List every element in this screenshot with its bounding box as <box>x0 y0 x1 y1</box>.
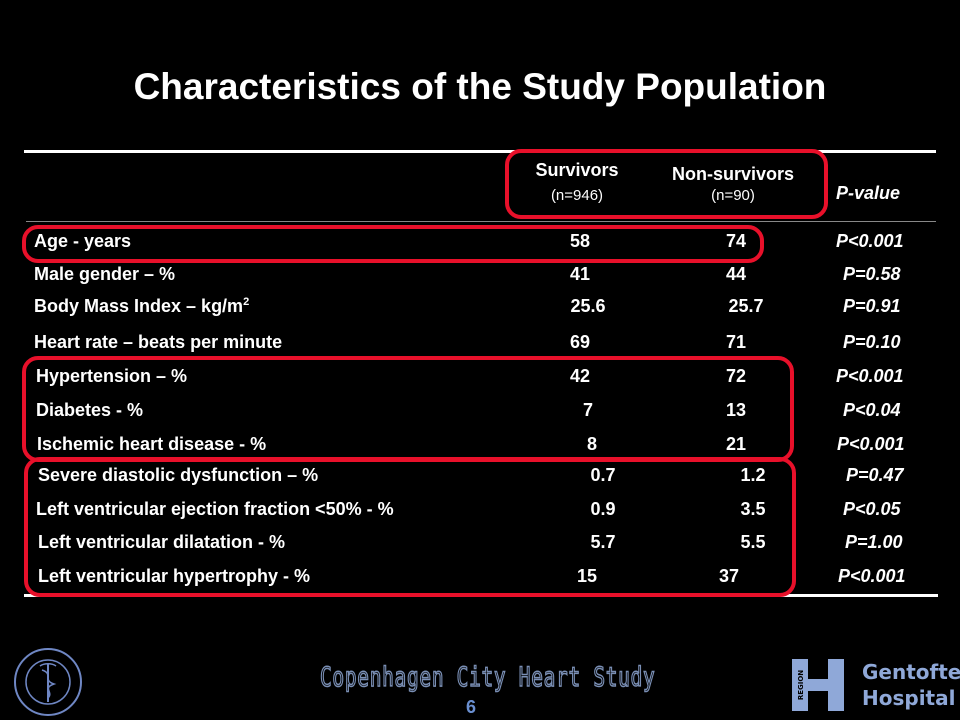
row-label-text: Left ventricular hypertrophy - % <box>38 566 311 586</box>
p-value: P<0.001 <box>837 434 905 454</box>
table-header-rule <box>26 221 936 222</box>
table-row: Male gender – % 41 44 P=0.58 <box>0 264 960 288</box>
row-label-text: Heart rate – beats per minute <box>34 332 283 352</box>
row-label-text: Age - years <box>34 231 132 251</box>
table-row: Left ventricular ejection fraction <50% … <box>0 499 960 523</box>
survivors-value: 69 <box>569 332 591 352</box>
nonsurvivors-header: Non-survivors <box>671 164 795 184</box>
survivors-value: 41 <box>569 264 591 284</box>
p-value: P<0.001 <box>836 231 904 251</box>
row-label-text: Ischemic heart disease - % <box>37 434 267 454</box>
table-row: Left ventricular dilatation - % 5.7 5.5 P=1… <box>0 532 960 556</box>
row-label: Body Mass Index – kg/m2 <box>34 296 249 317</box>
row-label-text: Left ventricular ejection fraction <50% … <box>36 499 394 519</box>
nonsurvivors-n: (n=90) <box>711 187 755 204</box>
p-value: P=0.10 <box>843 332 901 352</box>
logo-gentofte: Gentofte <box>862 660 960 684</box>
study-name: Copenhagen City Heart Study <box>319 661 656 694</box>
table-row: Ischemic heart disease - % 8 21 P<0.001 <box>0 434 960 458</box>
survivors-header: Survivors <box>535 160 619 180</box>
survivors-n: (n=946) <box>550 187 604 204</box>
table-row: Age - years 58 74 P<0.001 <box>0 231 960 255</box>
row-label: Severe diastolic dysfunction – % <box>38 465 318 486</box>
p-value: P=0.91 <box>843 296 901 316</box>
row-label-text: Hypertension – % <box>36 366 188 386</box>
table-row: Hypertension – % 42 72 P<0.001 <box>0 366 960 390</box>
row-label: Diabetes - % <box>36 400 143 421</box>
p-value: P=0.47 <box>846 465 904 485</box>
highlight-box-age <box>22 225 764 263</box>
survivors-value: 25.6 <box>570 296 606 316</box>
nonsurvivors-value: 72 <box>725 366 747 386</box>
p-value: P=0.58 <box>843 264 901 284</box>
row-label-text: Male gender – % <box>34 264 176 284</box>
nonsurvivors-value: 37 <box>718 566 740 586</box>
nonsurvivors-value: 74 <box>725 231 747 251</box>
faculty-seal-icon <box>14 648 82 716</box>
row-label: Left ventricular hypertrophy - % <box>38 566 310 587</box>
nonsurvivors-value: 3.5 <box>740 499 766 519</box>
nonsurvivors-value: 44 <box>725 264 747 284</box>
highlight-box-headers <box>505 149 828 219</box>
survivors-value: 5.7 <box>590 532 616 552</box>
survivors-value: 0.7 <box>590 465 616 485</box>
row-label: Heart rate – beats per minute <box>34 332 282 353</box>
survivors-value: 15 <box>576 566 598 586</box>
nonsurvivors-value: 5.5 <box>740 532 766 552</box>
nonsurvivors-value: 71 <box>725 332 747 352</box>
table-row: Heart rate – beats per minute 69 71 P=0.10 <box>0 332 960 356</box>
nonsurvivors-value: 25.7 <box>728 296 764 316</box>
row-label-text: Diabetes - % <box>36 400 144 420</box>
row-label: Ischemic heart disease - % <box>37 434 266 455</box>
row-label: Age - years <box>34 231 131 252</box>
row-label-superscript: 2 <box>243 296 250 308</box>
p-value: P<0.05 <box>843 499 901 519</box>
survivors-value: 58 <box>569 231 591 251</box>
table-top-rule <box>24 150 936 153</box>
p-value: P<0.04 <box>843 400 901 420</box>
p-value: P=1.00 <box>845 532 903 552</box>
row-label: Left ventricular dilatation - % <box>38 532 285 553</box>
hospital-h-logo-icon: REGION <box>792 659 844 711</box>
table-row: Body Mass Index – kg/m2 25.6 25.7 P=0.91 <box>0 296 960 320</box>
survivors-value: 0.9 <box>590 499 616 519</box>
highlight-box-risk-factors <box>22 356 794 462</box>
row-label-text: Body Mass Index – kg/m <box>34 296 244 316</box>
row-label-text: Severe diastolic dysfunction – % <box>38 465 319 485</box>
row-label: Male gender – % <box>34 264 175 285</box>
logo-hospital: Hospital <box>862 686 956 710</box>
table-row: Left ventricular hypertrophy - % 15 37 P<0.… <box>0 566 960 590</box>
p-value: P<0.001 <box>838 566 906 586</box>
survivors-value: 42 <box>569 366 591 386</box>
row-label: Left ventricular ejection fraction <50% … <box>36 499 394 520</box>
highlight-box-echo <box>24 457 796 597</box>
logo-region-text: REGION <box>797 670 805 700</box>
survivors-value: 7 <box>582 400 593 420</box>
nonsurvivors-value: 21 <box>725 434 747 454</box>
p-value: P<0.001 <box>836 366 904 386</box>
survivors-value: 8 <box>586 434 597 454</box>
row-label-text: Left ventricular dilatation - % <box>38 532 286 552</box>
slide-title: Characteristics of the Study Population <box>133 66 827 107</box>
nonsurvivors-value: 13 <box>725 400 747 420</box>
row-label: Hypertension – % <box>36 366 187 387</box>
table-row: Severe diastolic dysfunction – % 0.7 1.2 P=… <box>0 465 960 489</box>
table-row: Diabetes - % 7 13 P<0.04 <box>0 400 960 424</box>
nonsurvivors-value: 1.2 <box>740 465 766 485</box>
page-number: 6 <box>466 697 477 717</box>
pvalue-header: P-value <box>836 183 901 203</box>
